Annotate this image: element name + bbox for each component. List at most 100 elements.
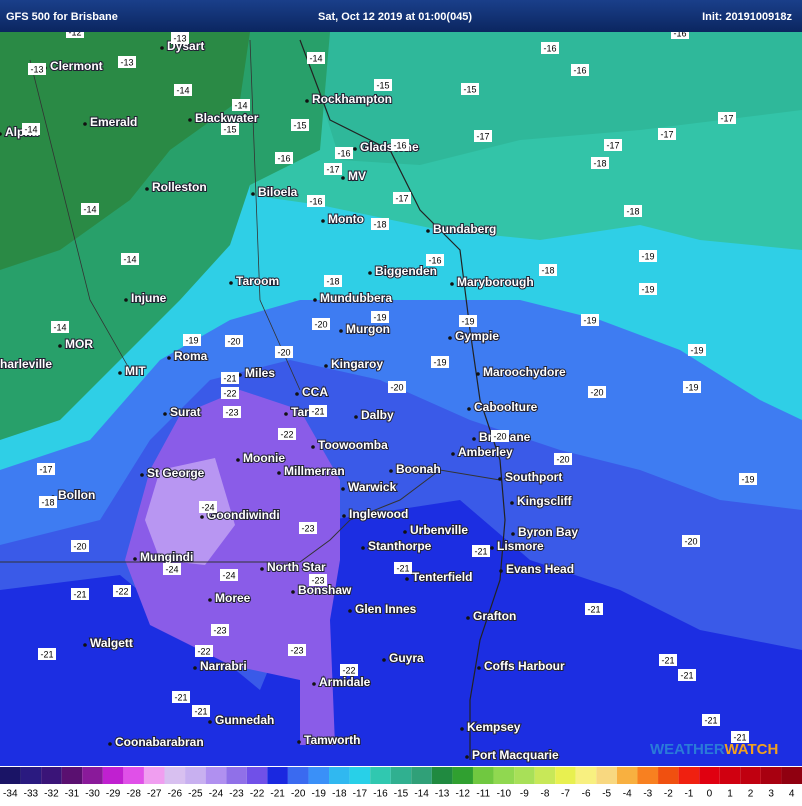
contour-label-box [183, 334, 201, 346]
place-label: Port Macquarie [472, 748, 559, 762]
header: GFS 500 for Brisbane Sat, Oct 12 2019 at… [0, 0, 802, 32]
legend-label: 2 [748, 789, 754, 800]
legend-swatch [390, 767, 412, 784]
place-label: Taroom [236, 274, 279, 288]
contour-label-box [371, 218, 389, 230]
contour-label: -20 [590, 387, 603, 397]
contour-label-box [174, 84, 192, 96]
legend-swatch [82, 767, 103, 784]
legend-swatch [781, 767, 802, 784]
contour-label: -16 [573, 65, 586, 75]
contour-label: -19 [461, 316, 474, 326]
contour-label: -13 [173, 33, 186, 43]
place-dot [160, 46, 164, 50]
place-label: Miles [245, 366, 275, 380]
legend-label: -12 [455, 789, 470, 800]
contour-label-box [312, 318, 330, 330]
place-label: Millmerran [284, 464, 345, 478]
contour-label: -19 [583, 315, 596, 325]
place-dot [353, 147, 357, 151]
contour-label-box [195, 645, 213, 657]
contour-label-box [199, 501, 217, 513]
contour-label-box [340, 664, 358, 676]
legend-label: -27 [147, 789, 162, 800]
contour-label-box [225, 335, 243, 347]
place-label: Biggenden [375, 264, 437, 278]
place-label: Evans Head [506, 562, 574, 576]
legend-swatch [760, 767, 782, 784]
legend-label: -14 [414, 789, 429, 800]
place-dot [460, 727, 464, 731]
contour-label: -16 [337, 148, 350, 158]
contour-label-box [121, 253, 139, 265]
place-label: Armidale [319, 675, 371, 689]
place-dot [193, 666, 197, 670]
state-border [0, 469, 501, 563]
place-label: Mungindi [140, 550, 193, 564]
place-label: Kingscliff [517, 494, 573, 508]
place-dot [339, 329, 343, 333]
legend-label: -9 [520, 789, 529, 800]
contour-label-box [37, 463, 55, 475]
place-dot [313, 298, 317, 302]
contour-label-box [604, 139, 622, 151]
contour-label: -13 [30, 64, 43, 74]
header-init: Init: 2019100918z [702, 11, 792, 23]
contour-label-box [624, 205, 642, 217]
legend-swatch [205, 767, 227, 784]
place-dot [118, 371, 122, 375]
contour-label: -19 [685, 382, 698, 392]
contour-label-box [671, 32, 689, 39]
legend-swatch [678, 767, 700, 784]
place-dot [368, 271, 372, 275]
contour-label-box [678, 669, 696, 681]
contour-label-box [639, 283, 657, 295]
place-dot [83, 643, 87, 647]
legend-label: -28 [126, 789, 141, 800]
place-label: Maroochydore [483, 365, 566, 379]
legend-label: 1 [727, 789, 733, 800]
place-label: Moonie [243, 451, 285, 465]
contour-label: -14 [53, 322, 66, 332]
place-label: Warwick [348, 480, 397, 494]
contour-label-box [391, 139, 409, 151]
place-label: Bonshaw [298, 583, 352, 597]
legend-swatch [616, 767, 638, 784]
legend-swatch [226, 767, 247, 784]
place-dot [0, 132, 2, 136]
place-dot [477, 666, 481, 670]
place-label: Gympie [455, 329, 499, 343]
legend-label: -8 [540, 789, 549, 800]
contour-label: -14 [123, 254, 136, 264]
legend-label: -21 [270, 789, 285, 800]
legend-label: -29 [106, 789, 121, 800]
place-dot [511, 532, 515, 536]
place-label: Rolleston [152, 180, 207, 194]
place-label: Tamworth [304, 733, 360, 747]
legend-swatch [329, 767, 350, 784]
place-label: Tenterfield [412, 570, 472, 584]
place-dot [188, 118, 192, 122]
place-label: Goondiwindi [207, 508, 280, 522]
region [300, 32, 802, 165]
legend-label: -1 [684, 789, 693, 800]
legend-swatch [596, 767, 617, 784]
legend-label: -34 [3, 789, 18, 800]
contour-label-box [288, 644, 306, 656]
contour-label: -17 [720, 113, 733, 123]
place-label: CCA [302, 385, 328, 399]
place-dot [476, 372, 480, 376]
legend-swatch [431, 767, 453, 784]
contour-label-box [374, 79, 392, 91]
place-dot [448, 336, 452, 340]
place-label: Southport [505, 470, 562, 484]
contour-label: -20 [277, 347, 290, 357]
place-label: Caboolture [474, 400, 538, 414]
legend-label: -11 [476, 789, 490, 800]
legend-swatch [514, 767, 535, 784]
place-dot [297, 740, 301, 744]
contour-label: -22 [115, 586, 128, 596]
place-dot [382, 658, 386, 662]
contour-label-box [539, 264, 557, 276]
watermark: WEATHERWATCH [650, 741, 778, 758]
